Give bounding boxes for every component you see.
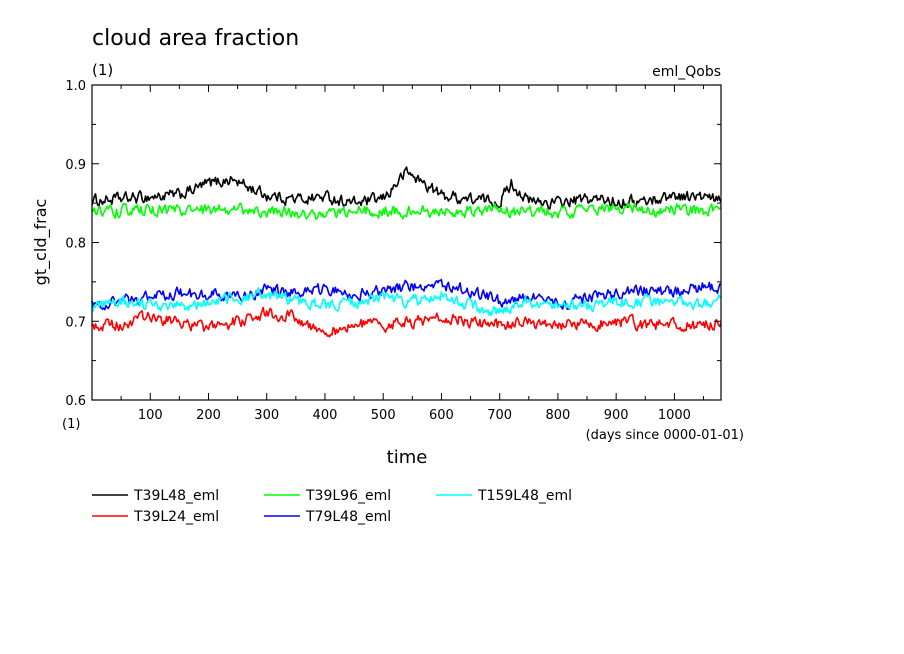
y-tick-label: 1.0 bbox=[65, 79, 86, 94]
x-units-label: (days since 0000-01-01) bbox=[586, 428, 744, 443]
y-tick-label: 0.8 bbox=[65, 237, 86, 252]
legend-label: T39L96_eml bbox=[305, 488, 391, 504]
x-tick-label: 700 bbox=[487, 408, 512, 423]
y-tick-label: 0.9 bbox=[65, 158, 86, 173]
legend-label: T79L48_eml bbox=[305, 509, 391, 525]
x-tick-label: 200 bbox=[196, 408, 221, 423]
plot-frame bbox=[91, 84, 722, 401]
series-line-t79l48-eml bbox=[91, 278, 722, 311]
legend-item: T39L24_eml bbox=[92, 509, 219, 525]
x-tick-label: 300 bbox=[254, 408, 279, 423]
series-line-t39l24-eml bbox=[91, 306, 722, 338]
x-tick-label: 800 bbox=[546, 408, 571, 423]
x-tick-label: 900 bbox=[604, 408, 629, 423]
legend-label: T159L48_eml bbox=[477, 488, 572, 504]
legend: T39L48_eml T39L24_eml T39L96_eml T79L48_eml… bbox=[92, 488, 572, 525]
x-axis-units-label: (1) bbox=[62, 417, 80, 432]
legend-label: T39L48_eml bbox=[133, 488, 219, 504]
legend-item: T39L48_eml bbox=[92, 488, 219, 504]
legend-item: T159L48_eml bbox=[436, 488, 572, 504]
x-tick-label: 500 bbox=[371, 408, 396, 423]
y-tick-label: 0.6 bbox=[65, 394, 86, 409]
series-layer bbox=[91, 166, 722, 338]
x-tick-label: 600 bbox=[429, 408, 454, 423]
y-axis-label: gt_cld_frac bbox=[31, 199, 51, 286]
chart-title: cloud area fraction bbox=[92, 26, 299, 51]
x-tick-label: 400 bbox=[313, 408, 338, 423]
y-tick-label: 0.7 bbox=[65, 315, 86, 330]
experiment-label: eml_Qobs bbox=[652, 64, 721, 80]
x-tick-label: 100 bbox=[138, 408, 163, 423]
legend-item: T79L48_eml bbox=[264, 509, 391, 525]
series-line-t39l96-eml bbox=[91, 202, 722, 220]
x-tick-label: 1000 bbox=[658, 408, 691, 423]
x-axis-label: time bbox=[387, 447, 428, 468]
series-line-t159l48-eml bbox=[91, 287, 722, 317]
series-line-t39l48-eml bbox=[91, 166, 722, 210]
axis-layer: 100 200 300 400 500 600 700 800 900 1000 0.6 0.7 0.8… bbox=[65, 79, 721, 423]
legend-item: T39L96_eml bbox=[264, 488, 391, 504]
legend-label: T39L24_eml bbox=[133, 509, 219, 525]
units-label: (1) bbox=[92, 61, 113, 79]
